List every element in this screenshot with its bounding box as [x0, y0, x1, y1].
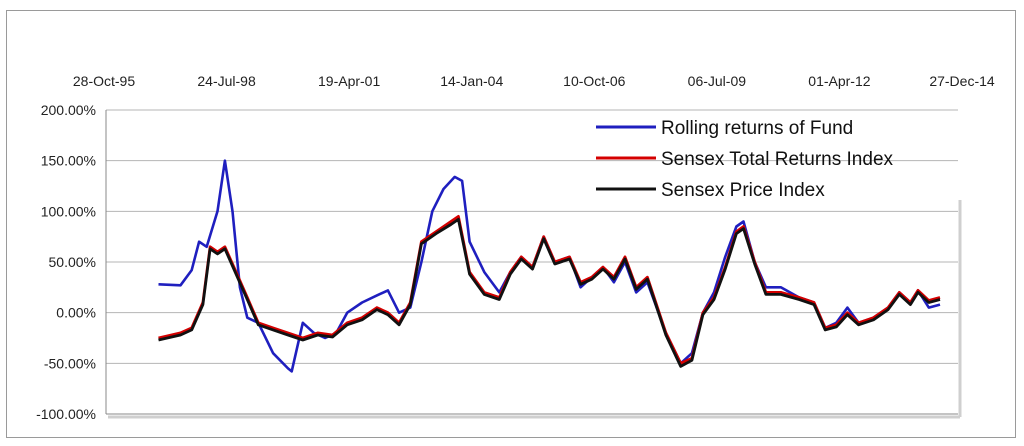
series-lines — [158, 159, 941, 373]
x-tick-label: 27-Dec-14 — [929, 73, 995, 89]
y-tick-label: 0.00% — [56, 305, 96, 321]
series-line — [158, 218, 941, 368]
y-tick-label: -100.00% — [36, 406, 96, 422]
chart-frame — [6, 10, 1016, 438]
x-tick-label: 10-Oct-06 — [563, 73, 625, 89]
legend: Rolling returns of Fund Sensex Total Retu… — [596, 118, 894, 201]
y-tick-label: -50.00% — [44, 355, 96, 371]
x-tick-label: 28-Oct-95 — [73, 73, 135, 89]
y-tick-labels: 200.00% 150.00% 100.00% 50.00% 0.00% -50.00% -… — [36, 102, 96, 422]
x-tick-label: 01-Apr-12 — [808, 73, 870, 89]
y-tick-label: 100.00% — [41, 203, 96, 219]
y-tick-label: 150.00% — [41, 153, 96, 169]
x-tick-label: 24-Jul-98 — [197, 73, 256, 89]
x-tick-labels: 28-Oct-95 24-Jul-98 19-Apr-01 14-Jan-04 10-O… — [73, 73, 995, 89]
legend-label: Rolling returns of Fund — [661, 118, 853, 139]
y-tick-label: 200.00% — [41, 102, 96, 118]
axes — [105, 110, 962, 419]
series-line — [158, 215, 941, 365]
x-tick-label: 19-Apr-01 — [318, 73, 380, 89]
y-tick-label: 50.00% — [49, 254, 96, 270]
x-tick-label: 06-Jul-09 — [688, 73, 747, 89]
x-tick-label: 14-Jan-04 — [440, 73, 503, 89]
legend-label: Sensex Price Index — [661, 180, 825, 201]
legend-label: Sensex Total Returns Index — [661, 149, 894, 170]
gridlines — [106, 109, 958, 364]
